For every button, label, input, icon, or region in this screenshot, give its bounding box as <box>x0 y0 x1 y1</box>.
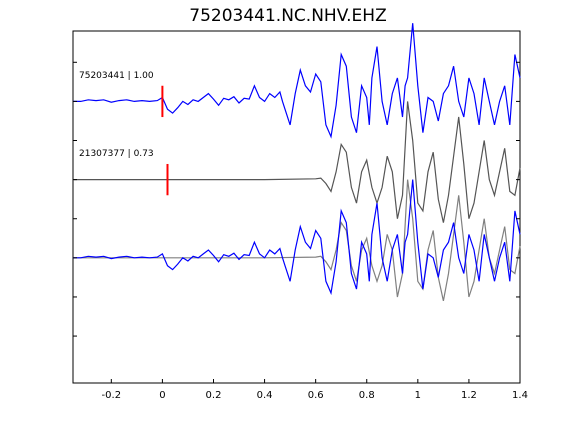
x-tick-label: 1 <box>415 390 421 401</box>
x-tick-label: 0.4 <box>257 390 273 401</box>
trace-labels: 75203441 | 1.00 21307377 | 0.73 <box>79 71 154 159</box>
x-tick-label: 0.2 <box>206 390 222 401</box>
traces-layer <box>73 23 521 302</box>
x-tick-label: 0 <box>159 390 165 401</box>
axis-ticks: -0.2 0 0.2 0.4 0.6 0.8 1 1.2 1.4 <box>73 61 528 401</box>
overlay-template-line <box>73 179 521 302</box>
chart-title: 75203441.NC.NHV.EHZ <box>189 6 387 26</box>
trace-75203441-line <box>73 23 521 139</box>
overlay-waveform-line <box>73 179 521 296</box>
x-tick-label: 1.2 <box>461 390 477 401</box>
x-tick-label: 1.4 <box>512 390 528 401</box>
axes-frame <box>72 30 521 384</box>
x-tick-label: -0.2 <box>102 390 122 401</box>
trace-label-75203441: 75203441 | 1.00 <box>79 71 154 81</box>
x-tick-label: 0.6 <box>308 390 324 401</box>
x-tick-label: 0.8 <box>359 390 375 401</box>
picks-layer <box>161 85 169 196</box>
trace-label-21307377: 21307377 | 0.73 <box>79 149 154 159</box>
trace-21307377-line <box>73 101 521 223</box>
